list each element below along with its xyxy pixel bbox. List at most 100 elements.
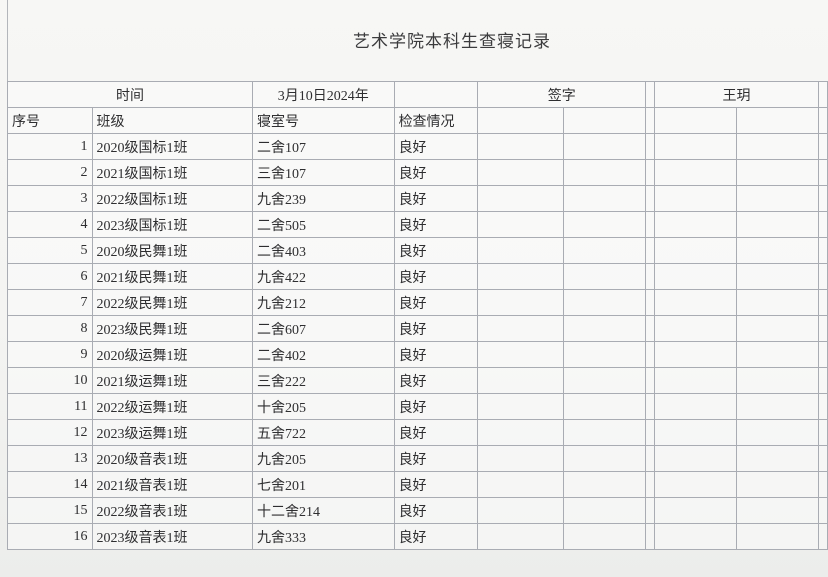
row-class: 2023级音表1班 xyxy=(91,523,253,550)
table-row: 8 2023级民舞1班 二舍607 良好 xyxy=(7,315,828,342)
empty-cell xyxy=(654,367,737,394)
row-room: 九舍239 xyxy=(251,185,395,212)
row-class: 2022级民舞1班 xyxy=(91,289,253,316)
empty-cell xyxy=(645,211,656,238)
empty-cell xyxy=(645,315,656,342)
empty-cell xyxy=(645,107,656,134)
empty-cell xyxy=(654,445,737,472)
row-no: 15 xyxy=(7,497,93,524)
empty-cell xyxy=(654,211,737,238)
row-room: 二舍403 xyxy=(251,237,395,264)
empty-cell xyxy=(477,471,564,498)
empty-cell xyxy=(735,159,819,186)
empty-cell xyxy=(654,263,737,290)
empty-cell xyxy=(562,315,647,342)
empty-cell xyxy=(477,393,564,420)
row-status: 良好 xyxy=(393,419,479,446)
table-row: 11 2022级运舞1班 十舍205 良好 xyxy=(7,393,828,420)
empty-cell xyxy=(562,289,647,316)
empty-cell xyxy=(654,289,737,316)
row-status: 良好 xyxy=(393,523,479,550)
empty-cell xyxy=(735,367,819,394)
empty-cell xyxy=(654,497,737,524)
col-header-class: 班级 xyxy=(91,107,253,134)
empty-cell xyxy=(654,185,737,212)
empty-cell xyxy=(562,497,647,524)
row-status: 良好 xyxy=(393,185,479,212)
row-no: 9 xyxy=(7,341,93,368)
row-no: 6 xyxy=(7,263,93,290)
empty-cell xyxy=(817,81,828,108)
empty-cell xyxy=(562,367,647,394)
empty-cell xyxy=(477,419,564,446)
row-class: 2021级民舞1班 xyxy=(91,263,253,290)
empty-cell xyxy=(817,497,828,524)
empty-cell xyxy=(817,263,828,290)
table-row: 6 2021级民舞1班 九舍422 良好 xyxy=(7,263,828,290)
table-row: 14 2021级音表1班 七舍201 良好 xyxy=(7,471,828,498)
table-row: 1 2020级国标1班 二舍107 良好 xyxy=(7,133,828,160)
row-status: 良好 xyxy=(393,341,479,368)
row-no: 11 xyxy=(7,393,93,420)
row-room: 二舍505 xyxy=(251,211,395,238)
row-no: 2 xyxy=(7,159,93,186)
row-class: 2021级音表1班 xyxy=(91,471,253,498)
table-row: 4 2023级国标1班 二舍505 良好 xyxy=(7,211,828,238)
empty-cell xyxy=(817,471,828,498)
row-room: 二舍402 xyxy=(251,341,395,368)
empty-cell xyxy=(477,211,564,238)
empty-cell xyxy=(735,523,819,550)
row-no: 8 xyxy=(7,315,93,342)
empty-cell xyxy=(654,341,737,368)
empty-cell xyxy=(654,133,737,160)
table-row: 3 2022级国标1班 九舍239 良好 xyxy=(7,185,828,212)
row-status: 良好 xyxy=(393,133,479,160)
empty-cell xyxy=(645,471,656,498)
row-no: 3 xyxy=(7,185,93,212)
row-room: 九舍205 xyxy=(251,445,395,472)
empty-cell xyxy=(477,133,564,160)
empty-cell xyxy=(562,133,647,160)
empty-cell xyxy=(735,289,819,316)
table-row: 2 2021级国标1班 三舍107 良好 xyxy=(7,159,828,186)
page-title: 艺术学院本科生查寝记录 xyxy=(353,32,551,51)
empty-cell xyxy=(477,289,564,316)
empty-cell xyxy=(817,211,828,238)
row-status: 良好 xyxy=(393,211,479,238)
empty-cell xyxy=(735,133,819,160)
empty-cell xyxy=(817,237,828,264)
row-room: 十二舍214 xyxy=(251,497,395,524)
empty-cell xyxy=(477,523,564,550)
empty-cell xyxy=(654,393,737,420)
row-no: 12 xyxy=(7,419,93,446)
table-row: 12 2023级运舞1班 五舍722 良好 xyxy=(7,419,828,446)
row-no: 7 xyxy=(7,289,93,316)
col-header-status: 检查情况 xyxy=(393,107,479,134)
empty-cell xyxy=(735,315,819,342)
empty-cell xyxy=(817,523,828,550)
empty-cell xyxy=(645,133,656,160)
table-row: 7 2022级民舞1班 九舍212 良好 xyxy=(7,289,828,316)
empty-cell xyxy=(477,367,564,394)
header-row-columns: 序号 班级 寝室号 检查情况 xyxy=(7,107,828,134)
empty-cell xyxy=(562,471,647,498)
empty-cell xyxy=(817,315,828,342)
empty-cell xyxy=(817,393,828,420)
empty-cell xyxy=(477,315,564,342)
empty-cell xyxy=(817,341,828,368)
row-room: 九舍212 xyxy=(251,289,395,316)
empty-cell xyxy=(562,341,647,368)
empty-cell xyxy=(645,289,656,316)
empty-cell xyxy=(817,289,828,316)
empty-cell xyxy=(735,185,819,212)
empty-cell xyxy=(645,497,656,524)
empty-cell xyxy=(562,523,647,550)
empty-cell xyxy=(735,497,819,524)
row-status: 良好 xyxy=(393,393,479,420)
empty-cell xyxy=(562,185,647,212)
sign-label-cell: 签字 xyxy=(477,81,647,108)
empty-cell xyxy=(562,263,647,290)
empty-cell xyxy=(645,81,656,108)
empty-cell xyxy=(562,393,647,420)
empty-cell xyxy=(735,341,819,368)
